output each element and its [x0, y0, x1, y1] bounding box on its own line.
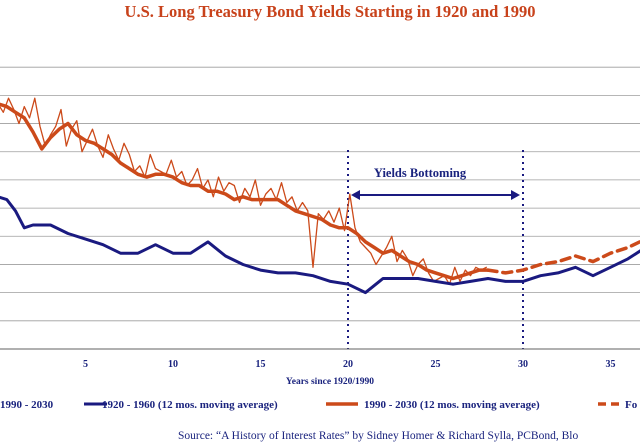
annotation-arrowhead-left — [351, 190, 360, 200]
chart-title: U.S. Long Treasury Bond Yields Starting … — [125, 2, 536, 21]
x-tick-label: 25 — [431, 359, 441, 370]
series-lines — [0, 97, 640, 295]
legend-label: 1990 - 2030 — [0, 399, 54, 411]
series-line-dashed-orange — [486, 239, 640, 275]
legend-label: Fo — [625, 399, 638, 411]
annotation-arrowhead-right — [511, 190, 520, 200]
x-tick-label: 5 — [83, 359, 88, 370]
annotation: Yields Bottoming — [351, 166, 520, 200]
x-tick-label: 15 — [256, 359, 266, 370]
annotation-text: Yields Bottoming — [374, 166, 467, 180]
series-line-thick-orange — [0, 102, 490, 281]
series-line-thin-orange — [0, 97, 487, 285]
x-tick-label: 35 — [606, 359, 616, 370]
series-line-thick-navy — [0, 195, 640, 295]
grid-lines — [0, 66, 640, 322]
x-tick-label: 20 — [343, 359, 353, 370]
x-tick-label: 30 — [518, 359, 528, 370]
x-tick-label: 10 — [168, 359, 178, 370]
x-axis-label: Years since 1920/1990 — [286, 377, 374, 387]
x-tick-labels: 5 10 15 20 25 30 35 — [83, 359, 616, 370]
legend-label: 1920 - 1960 (12 mos. moving average) — [102, 399, 278, 411]
legend: 1990 - 2030 1920 - 1960 (12 mos. moving a… — [0, 399, 638, 411]
legend-label: 1990 - 2030 (12 mos. moving average) — [364, 399, 540, 411]
source-note: Source: “A History of Interest Rates” by… — [178, 430, 578, 442]
